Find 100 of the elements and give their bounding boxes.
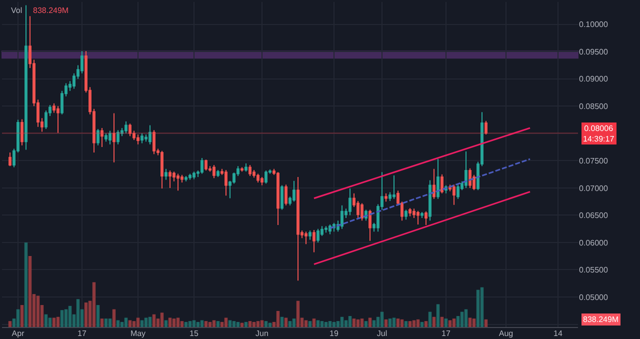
- bar: [340, 316, 344, 327]
- bar: [356, 319, 360, 327]
- bar: [136, 318, 140, 327]
- candlestick: [108, 130, 112, 145]
- candlestick: [464, 150, 468, 188]
- candlestick: [128, 123, 132, 137]
- bar: [324, 322, 328, 327]
- bar: [164, 320, 168, 327]
- bar: [60, 310, 64, 327]
- bar: [228, 320, 232, 327]
- candlestick: [164, 168, 168, 180]
- y-tick-label: 0.08500: [579, 102, 608, 111]
- candlestick: [308, 230, 312, 240]
- bar: [320, 321, 324, 327]
- candlestick: [244, 162, 248, 172]
- x-tick-label: May: [130, 329, 146, 338]
- bar: [56, 316, 60, 327]
- candlestick: [188, 173, 192, 180]
- text: Vol: [11, 6, 22, 15]
- bar: [112, 309, 116, 327]
- bar: [476, 290, 480, 327]
- bar: [244, 322, 248, 327]
- candlestick: [184, 175, 188, 182]
- candlestick: [56, 106, 60, 134]
- candlestick: [292, 180, 296, 202]
- bar: [432, 316, 436, 327]
- bar: [408, 321, 412, 327]
- candlestick: [440, 174, 444, 194]
- bar: [52, 318, 56, 327]
- bar: [236, 322, 240, 327]
- bar: [212, 320, 216, 327]
- bar: [36, 296, 40, 327]
- bar: [276, 310, 280, 327]
- candlestick: [420, 211, 424, 218]
- bar: [332, 322, 336, 327]
- bar: [224, 318, 228, 327]
- x-tick-label: Jul: [376, 329, 388, 338]
- text: 838.249M: [33, 6, 69, 15]
- bar: [456, 316, 460, 327]
- y-tick-label: 0.10000: [579, 20, 608, 30]
- candlestick: [140, 132, 144, 144]
- x-tick-label: 17: [442, 329, 451, 338]
- y-tick-label: 0.05000: [579, 292, 608, 302]
- bar: [348, 316, 352, 327]
- bar: [404, 321, 408, 327]
- bar: [384, 319, 388, 327]
- x-tick-label: Apr: [12, 329, 25, 338]
- y-tick-label: 0.06500: [579, 211, 608, 220]
- candlestick: [212, 164, 216, 179]
- candlestick: [368, 209, 372, 242]
- bar: [44, 314, 48, 327]
- bar: [176, 318, 180, 327]
- bar: [204, 321, 208, 327]
- candlestick: [192, 171, 196, 180]
- bar: [396, 318, 400, 327]
- bar: [484, 319, 488, 327]
- bar: [24, 242, 28, 327]
- candlestick: [348, 188, 352, 216]
- candlestick: [452, 184, 456, 206]
- candlestick: [432, 168, 436, 200]
- bar: [364, 321, 368, 327]
- candlestick: [260, 176, 264, 186]
- bar: [284, 318, 288, 327]
- candlestick: [340, 204, 344, 230]
- candlestick: [384, 192, 388, 202]
- candlestick: [468, 168, 472, 188]
- bar: [8, 321, 12, 327]
- bar: [192, 320, 196, 327]
- bar: [304, 320, 308, 327]
- candlestick: [296, 176, 300, 282]
- candlestick: [284, 184, 288, 206]
- bar: [372, 320, 376, 327]
- bar: [92, 282, 96, 327]
- bar: [76, 299, 80, 327]
- bar: [148, 316, 152, 327]
- bar: [220, 322, 224, 327]
- bar: [64, 309, 68, 327]
- candlestick: [280, 184, 284, 210]
- bar: [16, 309, 20, 327]
- bar: [380, 312, 384, 327]
- y-tick-label: 0.06000: [579, 238, 608, 248]
- candlestick: [316, 228, 320, 243]
- bar: [116, 320, 120, 327]
- bar: [288, 321, 292, 327]
- bar: [252, 322, 256, 327]
- bar: [400, 319, 404, 327]
- bar: [328, 321, 332, 327]
- bar: [460, 312, 464, 327]
- bar: [416, 319, 420, 327]
- candlestick: [408, 208, 412, 217]
- bar: [428, 312, 432, 327]
- candlestick: [216, 169, 220, 178]
- candlestick: [116, 130, 120, 145]
- candlestick: [264, 170, 268, 184]
- candlestick: [256, 173, 260, 183]
- bar: [180, 321, 184, 327]
- bar: [452, 318, 456, 327]
- candlestick: [428, 180, 432, 222]
- candlestick: [104, 132, 108, 142]
- candlestick: [248, 164, 252, 176]
